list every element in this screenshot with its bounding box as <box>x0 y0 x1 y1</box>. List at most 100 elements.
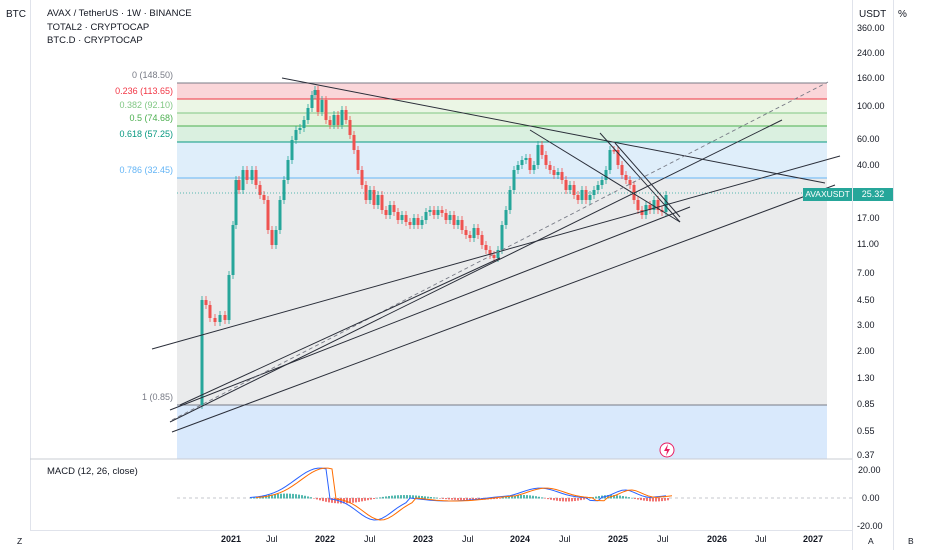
macd-bar <box>538 496 540 499</box>
macd-bar <box>568 498 570 502</box>
candle-body <box>584 190 588 200</box>
macd-bar <box>394 495 396 499</box>
candle-body <box>504 210 508 225</box>
candle-body <box>600 180 604 185</box>
macd-bar <box>664 498 666 501</box>
fib-zone <box>177 178 827 405</box>
macd-bar <box>655 498 657 502</box>
trendline <box>171 184 836 433</box>
macd-bar <box>361 498 363 502</box>
fib-level-label: 0.382 (92.10) <box>119 100 173 110</box>
price-axis[interactable] <box>852 0 894 550</box>
price-tick: 360.00 <box>857 23 885 33</box>
percent-toggle[interactable]: % <box>898 9 907 20</box>
fib-labels: 0 (148.50) 0.236 (113.65) 0.382 (92.10) 0.5… <box>30 0 173 460</box>
macd-bar <box>553 498 555 501</box>
candle-body <box>258 185 262 195</box>
candle-body <box>572 185 576 195</box>
macd-bar <box>646 498 648 502</box>
right-toolbar <box>893 0 932 550</box>
candle-body <box>340 110 344 125</box>
macd-bar <box>418 495 420 499</box>
macd-bar <box>619 495 621 499</box>
candle-body <box>516 165 520 170</box>
fib-zone <box>177 113 827 126</box>
macd-line <box>249 467 667 521</box>
overlay-btcd[interactable]: BTC.D · CRYPTOCAP <box>47 35 143 46</box>
macd-bar <box>373 498 375 500</box>
auto-scale-toggle[interactable]: A <box>868 536 874 546</box>
candle-body <box>250 170 254 180</box>
fib-level-label: 1 (0.85) <box>141 392 173 402</box>
macd-bar <box>598 496 600 499</box>
macd-bar <box>427 496 429 499</box>
candle-body <box>316 90 320 112</box>
currency-label[interactable]: USDT <box>859 9 887 20</box>
zoom-toggle[interactable]: Z <box>17 536 23 546</box>
price-tick: 3.00 <box>857 320 875 330</box>
trendline <box>529 129 681 223</box>
macd-bar <box>580 498 582 501</box>
macd-bar <box>304 495 306 499</box>
macd-bar <box>328 498 330 503</box>
trendline <box>169 119 783 423</box>
macd-bar <box>520 495 522 499</box>
macd-bar <box>280 493 282 499</box>
chart-title[interactable]: AVAX / TetherUS · 1W · BINANCE <box>47 8 192 19</box>
time-tick: Jul <box>364 534 376 544</box>
fib-level-label: 0.5 (74.68) <box>129 113 173 123</box>
macd-bar <box>502 497 504 499</box>
candle-body <box>432 210 436 215</box>
symbol-short[interactable]: BTC <box>6 9 26 20</box>
price-tick: 4.50 <box>857 295 875 305</box>
candle-body <box>376 195 380 205</box>
macd-bar <box>643 498 645 501</box>
macd-bar <box>352 498 354 503</box>
candle-body <box>580 190 584 200</box>
macd-bar <box>325 498 327 502</box>
macd-bar <box>658 498 660 502</box>
macd-bar <box>367 498 369 501</box>
candle-body <box>612 150 616 152</box>
macd-bar <box>415 495 417 499</box>
candle-body <box>484 245 488 250</box>
macd-bar <box>403 495 405 499</box>
overlay-total2[interactable]: TOTAL2 · CRYPTOCAP <box>47 22 150 33</box>
candle-body <box>532 165 536 170</box>
macd-bar <box>412 495 414 499</box>
candle-body <box>360 170 364 185</box>
candle-body <box>620 165 624 175</box>
candle-body <box>352 135 356 150</box>
macd-bar <box>274 494 276 499</box>
candle-body <box>560 172 564 180</box>
candle-body <box>636 200 640 210</box>
macd-bar <box>661 498 663 502</box>
candle-body <box>412 218 416 225</box>
price-tick: 160.00 <box>857 73 885 83</box>
macd-bar <box>616 495 618 499</box>
candle-body <box>420 220 424 225</box>
time-axis[interactable] <box>30 530 852 551</box>
macd-bar <box>469 498 471 501</box>
candle-body <box>388 205 392 215</box>
candle-body <box>380 195 384 210</box>
settings-toggle[interactable]: B <box>908 536 914 546</box>
price-tick: 100.00 <box>857 101 885 111</box>
candle-body <box>356 150 360 170</box>
candle-body <box>452 215 456 225</box>
price-tick: 0.55 <box>857 426 875 436</box>
price-tick: 2.00 <box>857 346 875 356</box>
candle-body <box>464 230 468 235</box>
candle-body <box>568 185 572 190</box>
macd-bar <box>349 498 351 504</box>
candle-body <box>604 170 608 180</box>
chart-canvas[interactable] <box>30 0 852 530</box>
candle-body <box>306 108 310 120</box>
macd-bar <box>346 498 348 504</box>
candle-body <box>313 90 317 95</box>
fib-zone <box>177 405 827 459</box>
macd-title[interactable]: MACD (12, 26, close) <box>47 466 138 477</box>
fib-zones <box>177 82 827 459</box>
candle-body <box>200 300 204 405</box>
macd-bar <box>649 498 651 502</box>
